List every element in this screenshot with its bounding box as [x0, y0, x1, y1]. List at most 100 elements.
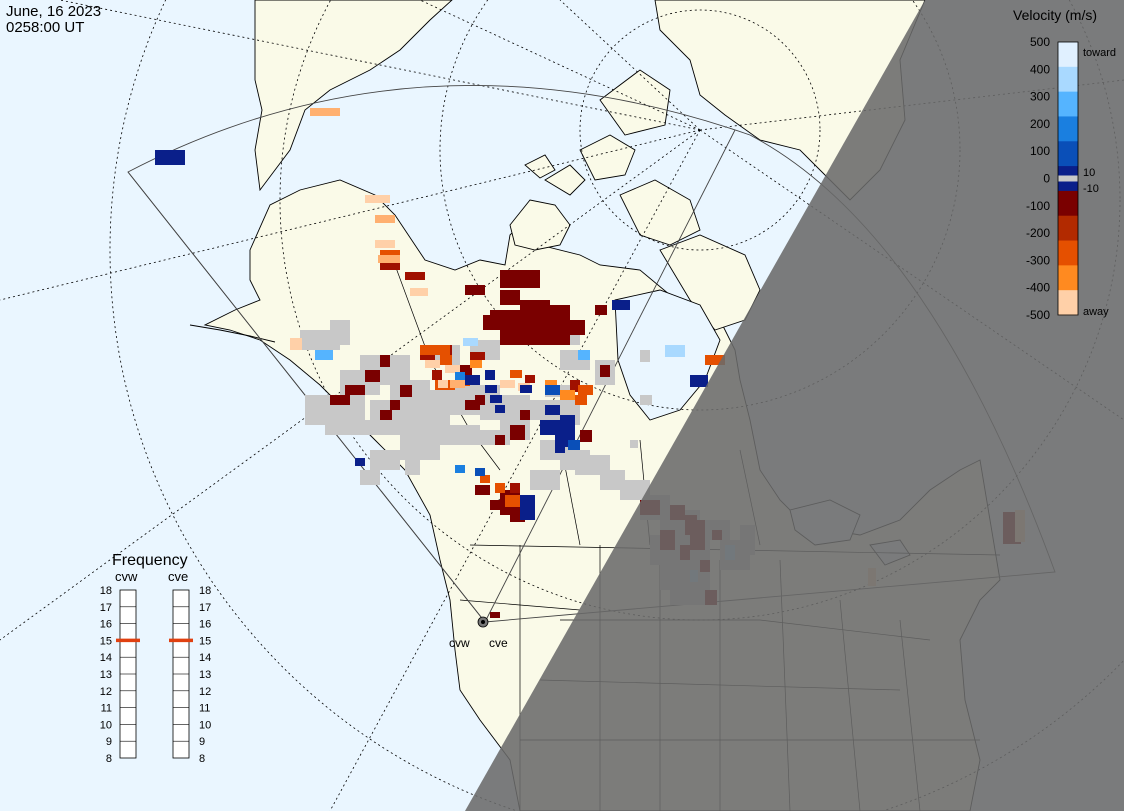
arctic-island-3 — [544, 164, 586, 196]
velocity-cell — [490, 395, 502, 403]
velocity-cell — [600, 365, 610, 377]
velocity-cell — [500, 290, 520, 305]
frequency-scale-label: 12 — [199, 686, 211, 698]
frequency-scale-label: 18 — [199, 585, 211, 597]
legend-minus-label: -10 — [1083, 183, 1099, 195]
velocity-cell — [465, 375, 480, 385]
legend-ground-scatter-swatch — [1058, 175, 1078, 182]
radar-west-label: cvw — [449, 636, 470, 650]
velocity-cell — [570, 380, 580, 392]
velocity-cell — [463, 338, 478, 346]
legend-tick-label: 500 — [1030, 35, 1050, 49]
legend-toward-label: toward — [1083, 47, 1116, 59]
legend-title: Velocity (m/s) — [1013, 7, 1097, 23]
velocity-cell — [355, 458, 365, 466]
frequency-scale-label: 11 — [199, 703, 210, 715]
velocity-cell — [520, 385, 532, 393]
night-terminator-shading — [465, 0, 1124, 811]
velocity-cell — [310, 108, 340, 116]
velocity-cell — [378, 255, 400, 263]
velocity-cell — [470, 352, 485, 360]
velocity-cell — [525, 375, 535, 383]
velocity-cell — [560, 390, 575, 400]
legend-swatch — [1058, 215, 1078, 242]
velocity-cell — [455, 372, 465, 380]
frequency-scale-label: 17 — [100, 602, 112, 614]
velocity-cell — [580, 430, 592, 442]
legend-outline — [1057, 41, 1079, 316]
legend-tick-label: 200 — [1030, 117, 1050, 131]
velocity-cell — [545, 385, 560, 395]
velocity-cell — [612, 300, 630, 310]
velocity-cell — [380, 250, 400, 258]
velocity-cell — [475, 485, 490, 495]
frequency-scale-label: 18 — [100, 585, 112, 597]
legend-tick-label: 100 — [1030, 144, 1050, 158]
frequency-scale-label: 14 — [199, 652, 211, 664]
velocity-cell — [445, 365, 460, 373]
radar-east-label: cve — [489, 636, 508, 650]
frequency-scale-label: 16 — [100, 619, 112, 631]
velocity-cell — [495, 405, 505, 413]
velocity-cell — [400, 385, 412, 397]
frequency-scale-label: 13 — [199, 669, 211, 681]
velocity-cell — [550, 305, 570, 330]
frequency-panel: Frequency cvw cve 1817161514131211109818… — [100, 552, 212, 765]
frequency-scale-label: 11 — [101, 703, 112, 715]
velocity-cell — [505, 495, 520, 507]
arctic-island-7 — [524, 154, 556, 179]
velocity-cell — [490, 612, 500, 618]
velocity-cell — [495, 435, 505, 445]
radar-site — [477, 616, 489, 628]
velocity-cell — [490, 500, 502, 510]
velocity-cell — [380, 262, 400, 270]
velocity-cell — [578, 385, 593, 395]
velocity-cell — [420, 345, 450, 355]
arctic-island-2 — [579, 134, 636, 181]
velocity-cell — [455, 465, 465, 473]
velocity-cell — [315, 350, 333, 360]
velocity-cell — [450, 380, 465, 388]
legend-swatch — [1058, 91, 1078, 117]
legend-tick-label: -200 — [1026, 226, 1050, 240]
velocity-cell — [485, 370, 495, 380]
legend-tick-label: 0 — [1043, 172, 1050, 186]
velocity-cell — [500, 270, 540, 288]
velocity-cell — [690, 375, 708, 387]
velocity-cell — [475, 468, 485, 476]
velocity-cell — [510, 370, 522, 378]
legend-swatch — [1058, 265, 1078, 291]
frequency-scale-label: 13 — [100, 669, 112, 681]
velocity-cell — [575, 395, 587, 405]
velocity-cell — [500, 380, 515, 388]
velocity-cell — [405, 272, 425, 280]
velocity-cell — [595, 305, 607, 315]
velocity-cell — [432, 370, 442, 380]
velocity-cell — [520, 410, 530, 420]
legend-color-bar — [1057, 41, 1079, 316]
legend-tick-labels: 500 400 300 200 100 0 -100 -200 -300 -400 -500 — [1026, 35, 1050, 322]
ground-scatter-cell — [530, 470, 560, 490]
velocity-cell — [540, 420, 560, 435]
velocity-cell — [425, 360, 440, 368]
legend-swatch — [1058, 190, 1078, 217]
frequency-left-radar: cvw — [115, 569, 138, 584]
velocity-cell — [290, 338, 302, 350]
legend-plus-label: 10 — [1083, 167, 1095, 179]
velocity-cell — [390, 400, 400, 410]
legend-tick-label: 400 — [1030, 62, 1050, 76]
velocity-cell — [555, 445, 565, 453]
velocity-cell — [365, 370, 380, 382]
frequency-scale-label: 12 — [100, 686, 112, 698]
legend-swatch — [1058, 116, 1078, 142]
velocity-cell — [545, 330, 570, 345]
legend-tick-label: -400 — [1026, 281, 1050, 295]
siberia-land — [254, 0, 453, 192]
frequency-scale-label: 9 — [199, 736, 205, 748]
legend-away-label: away — [1083, 306, 1109, 318]
time-label: 0258:00 UT — [6, 19, 84, 36]
aleutian-islands — [189, 324, 276, 343]
ground-scatter-cell — [600, 470, 625, 490]
velocity-cell — [330, 395, 350, 405]
velocity-cell — [510, 425, 525, 440]
